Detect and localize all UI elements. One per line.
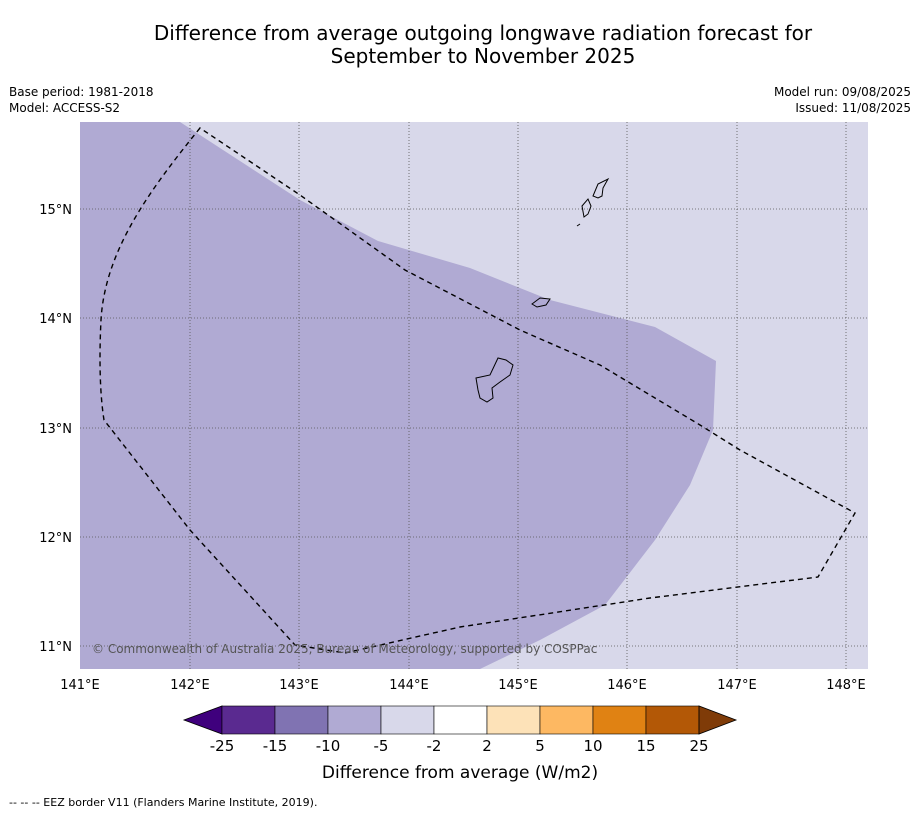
colorbar-tick-label: 2 (482, 737, 492, 755)
issued-date: Issued: 11/08/2025 (795, 101, 911, 115)
longitude-label: 146°E (607, 678, 647, 693)
colorbar-segment (221, 705, 276, 735)
colorbar-title: Difference from average (W/m2) (322, 763, 598, 783)
longitude-label: 148°E (826, 678, 866, 693)
colorbar-ticks: -25 -15 -10 -5 -2 2 5 10 15 25 (210, 737, 709, 755)
tinian-island (581, 198, 592, 218)
colorbar-tick-label: 10 (583, 737, 602, 755)
model-name: Model: ACCESS-S2 (9, 101, 121, 115)
meta-left: Base period: 1981-2018 Model: ACCESS-S2 (9, 84, 154, 116)
graticule (80, 122, 868, 669)
aguijan-islet (576, 223, 581, 227)
eez-legend: -- -- -- EEZ border V11 (Flanders Marine… (9, 796, 318, 809)
colorbar-tick-label: -2 (427, 737, 442, 755)
colorbar-segment (327, 705, 382, 735)
longitude-label: 143°E (279, 678, 319, 693)
colorbar-segment (539, 705, 594, 735)
longitude-label: 147°E (717, 678, 757, 693)
meta-right: Model run: 09/08/2025 Issued: 11/08/2025 (774, 84, 911, 116)
saipan-island (592, 177, 610, 199)
colorbar-tick-label: -25 (210, 737, 235, 755)
base-period: Base period: 1981-2018 (9, 85, 154, 99)
moderate-anomaly-region (80, 122, 716, 669)
latitude-label: 11°N (39, 640, 72, 655)
colorbar-tick-label: -5 (374, 737, 389, 755)
longitude-label: 145°E (498, 678, 538, 693)
latitude-label: 12°N (39, 531, 72, 546)
title-line-1: Difference from average outgoing longwav… (153, 21, 813, 45)
longitude-label: 142°E (170, 678, 210, 693)
colorbar-tick-label: 25 (689, 737, 708, 755)
chart-title: Difference from average outgoing longwav… (40, 22, 919, 68)
copyright-text: © Commonwealth of Australia 2025, Bureau… (92, 642, 597, 656)
colorbar-tick-label: 5 (535, 737, 545, 755)
colorbar-extend-low (182, 705, 223, 735)
colorbar-segment (645, 705, 700, 735)
colorbar-segment (486, 705, 541, 735)
latitude-labels: 15°N 14°N 13°N 12°N 11°N (39, 203, 72, 655)
colorbar (182, 705, 738, 735)
colorbar-segment (592, 705, 647, 735)
colorbar-segment (274, 705, 329, 735)
rota-island (531, 297, 551, 308)
title-line-2: September to November 2025 (330, 44, 636, 68)
guam-island (475, 357, 514, 403)
colorbar-tick-label: -10 (316, 737, 341, 755)
longitude-label: 144°E (389, 678, 429, 693)
colorbar-tick-label: 15 (636, 737, 655, 755)
map-area: © Commonwealth of Australia 2025, Bureau… (80, 122, 868, 669)
latitude-label: 15°N (39, 203, 72, 218)
latitude-label: 13°N (39, 422, 72, 437)
colorbar-segment (380, 705, 435, 735)
colorbar-tick-label: -15 (263, 737, 288, 755)
colorbar-segment (433, 705, 488, 735)
longitude-labels: 141°E 142°E 143°E 144°E 145°E 146°E 147°E 148°E (60, 678, 866, 693)
colorbar-extend-high (698, 705, 738, 735)
model-run: Model run: 09/08/2025 (773, 85, 911, 99)
longitude-label: 141°E (60, 678, 100, 693)
latitude-label: 14°N (39, 312, 72, 327)
